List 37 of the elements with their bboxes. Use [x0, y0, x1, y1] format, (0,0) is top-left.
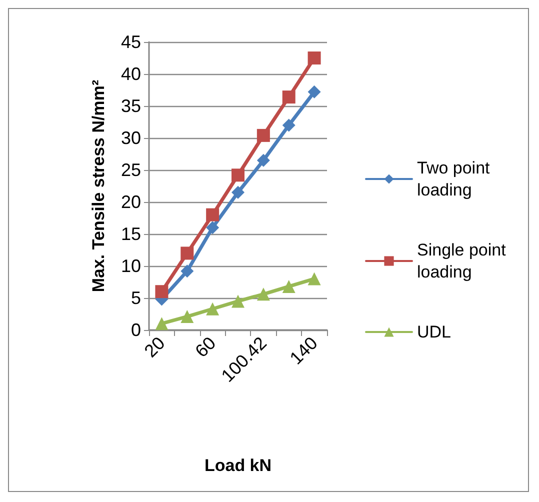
point: [256, 154, 270, 167]
y-axis-title: Max. Tensile stress N/mm²: [89, 80, 108, 292]
legend-label: Two point loading: [417, 158, 494, 200]
point: [232, 294, 244, 308]
point: [308, 52, 321, 64]
y-tick-label: 35: [120, 96, 141, 116]
point: [282, 280, 296, 293]
legend-label: Single point loading: [417, 240, 511, 282]
point: [206, 208, 220, 222]
x-tick-label: 60: [191, 332, 220, 362]
y-tick-label: 20: [120, 192, 141, 212]
y-tick-label: 15: [120, 224, 141, 244]
point: [180, 310, 194, 324]
point: [308, 272, 321, 286]
point: [206, 302, 220, 316]
point: [180, 264, 194, 278]
x-axis-title: Load kN: [204, 456, 272, 475]
point: [308, 85, 321, 98]
point: [155, 285, 168, 298]
y-tick-label: 45: [120, 32, 141, 52]
point: [256, 128, 270, 142]
point: [206, 221, 220, 234]
y-tick-label: 0: [130, 320, 141, 340]
point: [282, 118, 296, 132]
y-tick-label: 10: [120, 256, 141, 276]
legend-label: UDL: [417, 322, 452, 342]
y-tick-label: 5: [130, 288, 141, 308]
y-tick-label: 40: [120, 64, 141, 84]
point: [232, 186, 244, 199]
y-tick-label: 30: [120, 128, 141, 148]
point: [282, 90, 296, 104]
point: [232, 168, 244, 182]
point: [256, 288, 270, 301]
y-tick-label: 25: [120, 160, 141, 180]
x-tick-label: 140: [286, 332, 322, 368]
point: [180, 246, 194, 260]
point: [155, 317, 168, 330]
